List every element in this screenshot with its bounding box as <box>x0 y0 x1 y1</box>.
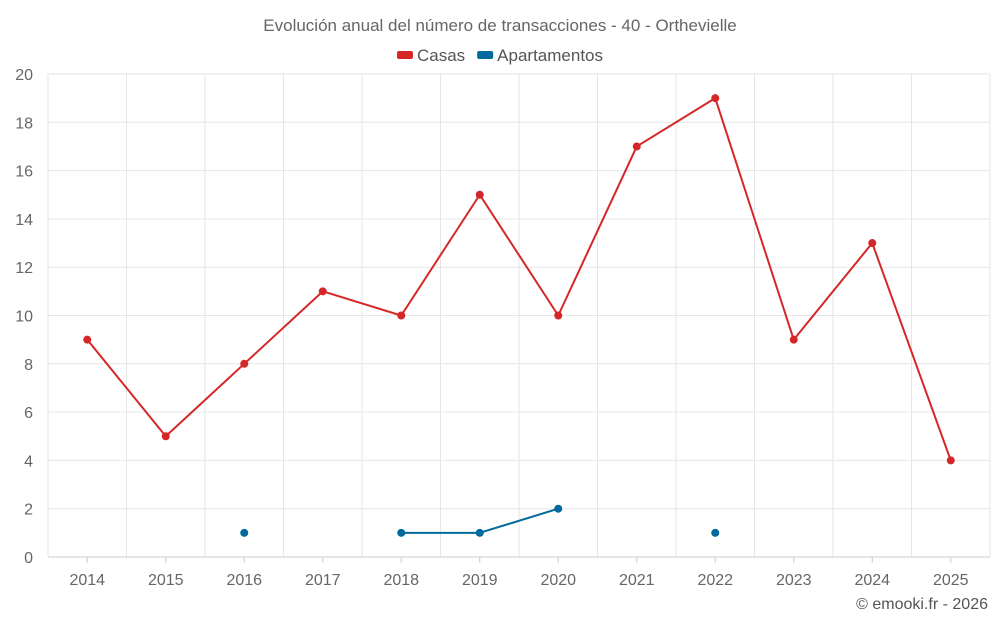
data-point <box>789 335 798 344</box>
y-tick-label: 8 <box>24 357 33 374</box>
data-point <box>318 287 327 296</box>
x-tick-label: 2017 <box>305 572 341 589</box>
legend-swatch <box>396 51 413 59</box>
data-point <box>161 432 170 441</box>
data-point <box>475 528 484 537</box>
chart-title: Evolución anual del número de transaccio… <box>263 16 736 35</box>
series-apartamentos <box>240 504 720 537</box>
x-tick-label: 2023 <box>776 572 812 589</box>
x-tick-label: 2022 <box>697 572 733 589</box>
y-tick-label: 2 <box>24 502 33 519</box>
x-tick-label: 2019 <box>462 572 498 589</box>
x-tick-label: 2014 <box>69 572 105 589</box>
x-tick-label: 2015 <box>148 572 184 589</box>
y-tick-label: 14 <box>15 212 33 229</box>
x-tick-label: 2018 <box>383 572 419 589</box>
x-tick-label: 2025 <box>933 572 969 589</box>
data-point <box>711 94 720 103</box>
data-point <box>83 335 92 344</box>
data-point <box>868 239 877 248</box>
x-tick-label: 2020 <box>540 572 576 589</box>
credit-text: © emooki.fr - 2026 <box>856 596 988 613</box>
data-point <box>240 528 249 537</box>
y-tick-label: 4 <box>24 453 33 470</box>
legend-label: Apartamentos <box>497 46 603 65</box>
series-casas <box>83 94 955 465</box>
legend: Casas Apartamentos <box>396 46 603 65</box>
y-tick-label: 6 <box>24 405 33 422</box>
data-point <box>475 190 484 199</box>
y-tick-label: 0 <box>24 550 33 567</box>
y-tick-label: 12 <box>15 260 33 277</box>
y-tick-label: 18 <box>15 115 33 132</box>
legend-label: Casas <box>417 46 465 65</box>
data-point <box>397 528 406 537</box>
x-tick-label: 2016 <box>226 572 262 589</box>
series <box>83 94 955 537</box>
data-point <box>240 359 249 368</box>
series-line <box>86 97 952 461</box>
data-point <box>554 311 563 320</box>
grid <box>47 73 991 557</box>
x-tick-label: 2024 <box>854 572 890 589</box>
data-point <box>946 456 955 465</box>
y-tick-label: 16 <box>15 164 33 181</box>
data-point <box>632 142 641 151</box>
data-point <box>711 528 720 537</box>
y-tick-label: 20 <box>15 67 33 84</box>
data-point <box>397 311 406 320</box>
data-point <box>554 504 563 513</box>
y-tick-label: 10 <box>15 309 33 326</box>
legend-swatch <box>477 51 494 59</box>
axes: 0 2 4 6 8 10 12 14 16 18 20 2014 2015 2016 2017 2018 201… <box>15 67 990 589</box>
x-tick-label: 2021 <box>619 572 655 589</box>
